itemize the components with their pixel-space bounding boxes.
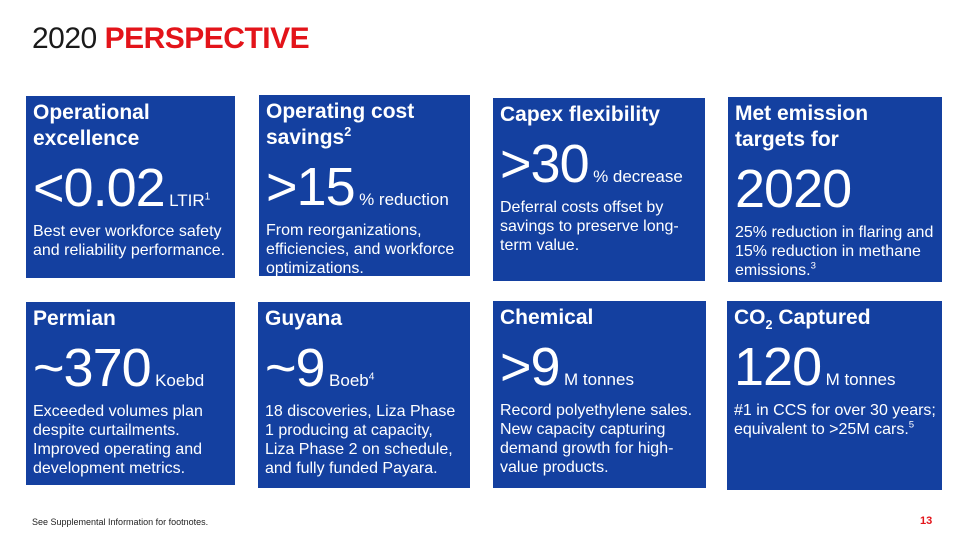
tile-metric: ~370 Koebd [33, 338, 229, 398]
tile-description: 25% reduction in flaring and 15% reducti… [735, 224, 934, 279]
tile-description: Best ever workforce safety and reliabili… [33, 223, 226, 259]
tile-description: #1 in CCS for over 30 years; equivalent … [734, 402, 936, 438]
footnote-text: See Supplemental Information for footnot… [32, 517, 209, 527]
tile-heading: Operational excellence [33, 101, 150, 150]
metric-value: >15 [266, 157, 356, 217]
metric-value: ~9 [265, 338, 326, 398]
metric-unit: M tonnes [825, 370, 896, 389]
metric-unit: LTIR1 [169, 191, 211, 210]
metric-unit: % decrease [593, 167, 683, 186]
tile-operational-excellence: Operational excellence <0.02 LTIR1 Best … [26, 96, 235, 278]
tile-metric: >15 % reduction [266, 157, 464, 217]
tile-metric: <0.02 LTIR1 [33, 158, 229, 218]
tile-capex-flexibility: Capex flexibility >30 % decrease Deferra… [493, 98, 705, 281]
metric-unit: % reduction [359, 190, 449, 209]
tile-co2-captured: CO2 Captured 120 M tonnes #1 in CCS for … [727, 301, 942, 490]
metric-value: ~370 [33, 338, 152, 398]
tile-heading: Operating cost savings2 [266, 100, 415, 149]
tile-heading: Permian [33, 307, 116, 330]
tile-heading: Met emission targets for [735, 102, 869, 151]
title-year: 2020 [32, 22, 97, 55]
tile-heading: CO2 Captured [734, 306, 871, 333]
tile-metric: 2020 [735, 159, 936, 219]
tile-description: 18 discoveries, Liza Phase 1 producing a… [265, 403, 456, 477]
tile-metric: 120 M tonnes [734, 337, 936, 397]
tile-guyana: Guyana ~9 Boeb4 18 discoveries, Liza Pha… [258, 302, 470, 488]
page-number: 13 [920, 515, 933, 527]
metric-value: 120 [734, 337, 822, 397]
tile-permian: Permian ~370 Koebd Exceeded volumes plan… [26, 302, 235, 485]
metric-unit: Boeb4 [329, 371, 375, 390]
tile-description: From reorganizations, efficiencies, and … [266, 222, 455, 276]
metric-value: >30 [500, 134, 590, 194]
metric-value: <0.02 [33, 158, 166, 218]
tile-metric: ~9 Boeb4 [265, 338, 464, 398]
tile-description: Exceeded volumes plan despite curtailmen… [33, 403, 203, 477]
tile-chemical: Chemical >9 M tonnes Record polyethylene… [493, 301, 706, 488]
tile-operating-cost-savings: Operating cost savings2 >15 % reduction … [259, 95, 470, 276]
page-title: 2020 PERSPECTIVE [32, 22, 310, 56]
tile-heading: Capex flexibility [500, 103, 660, 126]
title-highlight: PERSPECTIVE [104, 22, 310, 55]
metric-value: >9 [500, 337, 561, 397]
metric-unit: Koebd [155, 371, 205, 390]
metric-unit: M tonnes [564, 370, 634, 389]
tile-metric: >30 % decrease [500, 134, 699, 194]
tile-heading: Guyana [265, 307, 343, 330]
tile-metric: >9 M tonnes [500, 337, 700, 397]
tile-emission-targets: Met emission targets for 2020 25% reduct… [728, 97, 942, 282]
metric-value: 2020 [735, 159, 852, 219]
tile-heading: Chemical [500, 306, 594, 329]
tile-description: Deferral costs offset by savings to pres… [500, 199, 679, 254]
tile-description: Record polyethylene sales. New capacity … [500, 402, 693, 476]
